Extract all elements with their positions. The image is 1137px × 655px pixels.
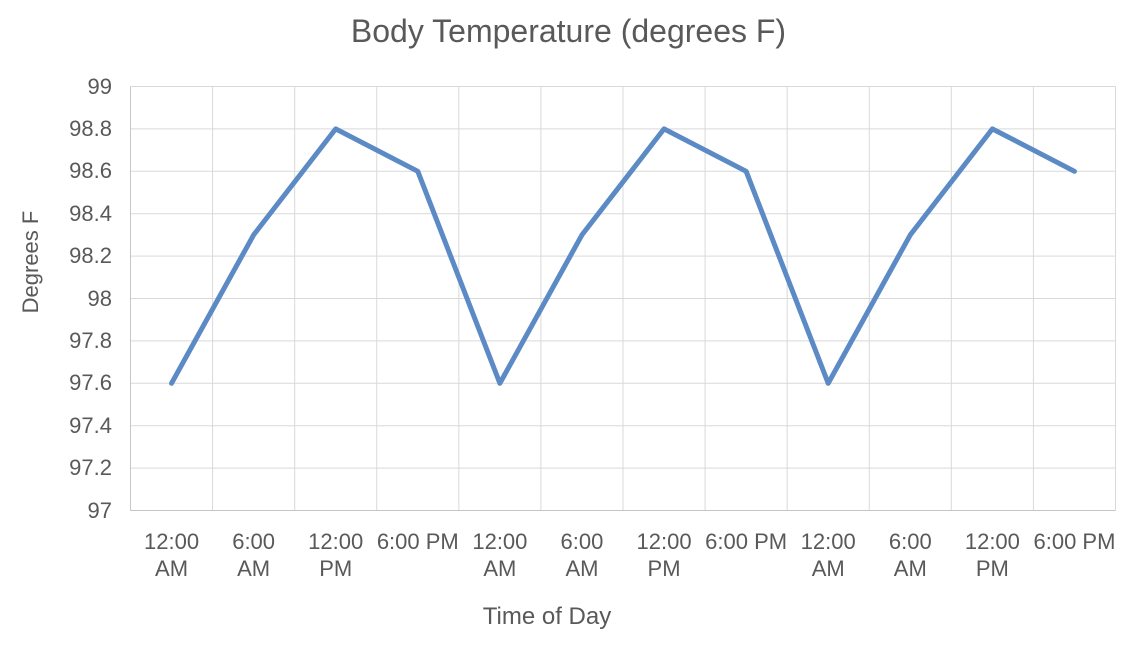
- x-tick-label: 6:00 PM: [1033, 529, 1116, 554]
- y-tick-label: 98.2: [69, 243, 112, 269]
- y-tick-label: 98.6: [69, 158, 112, 184]
- x-tick-label: 6:00 AM: [232, 529, 276, 581]
- x-axis-title: Time of Day: [482, 603, 612, 630]
- y-tick-label: 97.8: [69, 327, 112, 353]
- y-tick-label: 97.6: [69, 370, 112, 396]
- x-tick-label: 12:00 AM: [144, 529, 200, 581]
- x-tick-label: 6:00 AM: [560, 529, 604, 581]
- x-tick-label: 12:00 PM: [636, 529, 692, 581]
- x-tick-label: 6:00 AM: [888, 529, 932, 581]
- x-tick-label: 12:00 PM: [308, 529, 364, 581]
- y-axis-title: Degrees F: [18, 210, 43, 314]
- y-tick-label: 97.2: [69, 455, 112, 481]
- y-tick-label: 98: [87, 285, 112, 311]
- temperature-line-series: [169, 126, 1077, 386]
- y-tick-label: 98.8: [69, 115, 112, 141]
- x-tick-label: 12:00 AM: [800, 529, 856, 581]
- x-tick-label: 12:00 AM: [472, 529, 528, 581]
- y-tick-label: 97: [87, 497, 112, 523]
- x-tick-label: 12:00 PM: [964, 529, 1020, 581]
- y-tick-label: 97.4: [69, 412, 112, 438]
- x-tick-label: 6:00 PM: [705, 529, 788, 554]
- x-tick-label: 6:00 PM: [376, 529, 459, 554]
- y-tick-label: 98.4: [69, 200, 112, 226]
- y-tick-label: 99: [87, 73, 112, 99]
- chart-title: Body Temperature (degrees F): [350, 13, 787, 49]
